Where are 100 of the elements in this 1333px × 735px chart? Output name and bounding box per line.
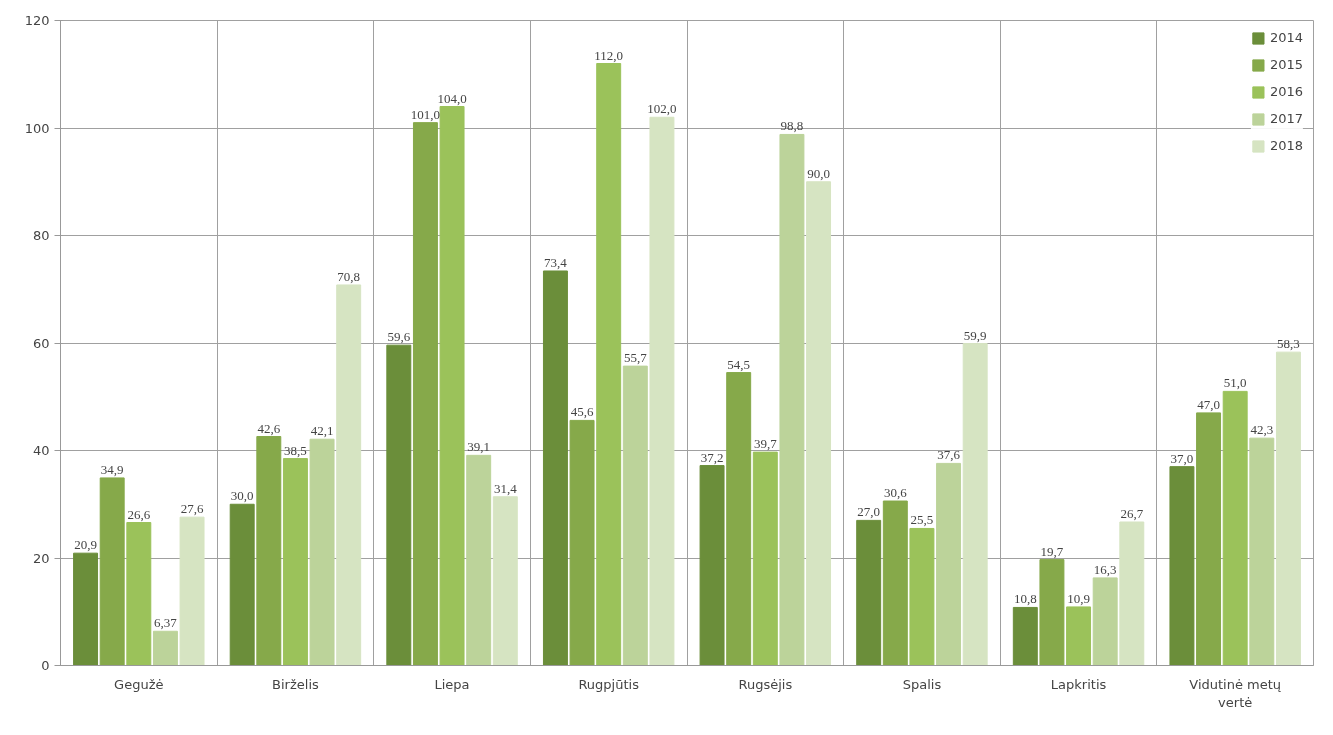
data-label: 16,3 (1093, 561, 1117, 577)
data-label: 42,3 (1250, 422, 1274, 438)
bar (1196, 412, 1222, 666)
data-label: 102,0 (647, 101, 677, 117)
data-label: 42,6 (257, 420, 281, 436)
data-label: 54,5 (727, 356, 751, 372)
y-tick-label: 100 (24, 120, 50, 136)
data-label: 10,9 (1067, 590, 1090, 606)
bar (962, 343, 988, 666)
bar (439, 106, 465, 666)
bar (1169, 466, 1195, 666)
data-label: 55,7 (623, 350, 648, 366)
bar (596, 63, 622, 666)
y-tick-label: 0 (41, 658, 50, 673)
x-tick-label: Liepa (434, 676, 470, 692)
bar (1249, 437, 1275, 666)
data-label: 98,8 (780, 118, 804, 134)
x-tick-label: Gegužė (114, 676, 164, 692)
data-label: 51,0 (1223, 375, 1247, 391)
y-tick-label: 40 (32, 443, 50, 458)
bar (126, 522, 152, 666)
bar (466, 454, 492, 666)
data-label: 73,4 (544, 254, 568, 270)
data-label: 37,2 (700, 449, 724, 465)
x-tick-label: Lapkritis (1050, 676, 1107, 692)
x-tick-label: Vidutinė metų vertė (1189, 676, 1282, 710)
data-label: 27,6 (180, 501, 204, 517)
bar (256, 436, 282, 666)
data-label: 10,8 (1013, 591, 1037, 607)
bar (909, 527, 935, 666)
data-label: 27,0 (857, 504, 881, 520)
data-label: 38,5 (284, 442, 307, 458)
x-tick-label: Rugpjūtis (578, 676, 640, 692)
bar (779, 133, 805, 666)
bar (412, 122, 438, 666)
data-label: 58,3 (1277, 336, 1300, 352)
data-label: 42,1 (310, 423, 334, 439)
bar (936, 462, 962, 666)
data-label: 59,9 (963, 327, 987, 343)
legend-label: 2017 (1269, 111, 1303, 126)
data-label: 31,4 (493, 480, 518, 496)
bar (152, 630, 178, 666)
data-label: 26,6 (127, 506, 151, 522)
y-tick-label: 80 (32, 228, 50, 243)
x-tick-label: Birželis (272, 676, 320, 692)
y-tick-label: 60 (32, 335, 50, 351)
bar (179, 516, 205, 666)
bar (1222, 390, 1248, 666)
data-label: 70,8 (337, 268, 361, 284)
bar (752, 451, 778, 666)
legend-label: 2018 (1269, 138, 1303, 153)
bar (726, 372, 752, 666)
bar (229, 503, 255, 666)
bar (1066, 606, 1092, 666)
data-label: 47,0 (1197, 396, 1220, 412)
bar (649, 116, 675, 666)
y-tick-label: 20 (32, 550, 50, 566)
bar (856, 519, 882, 666)
bar (386, 344, 412, 666)
data-label: 59,6 (387, 329, 411, 345)
legend-label: 2014 (1269, 30, 1303, 45)
data-label: 101,0 (410, 106, 441, 122)
data-label: 30,0 (230, 488, 254, 504)
bar (699, 465, 725, 666)
bar (336, 284, 362, 666)
bar (1275, 351, 1301, 666)
bar (1092, 577, 1118, 666)
bar (73, 552, 99, 666)
data-label: 25,5 (910, 512, 934, 528)
bar (492, 496, 518, 666)
bar (806, 181, 832, 666)
bar (309, 438, 335, 666)
x-tick-label: Spalis (902, 676, 942, 692)
legend-label: 2016 (1269, 84, 1303, 99)
bar (569, 419, 595, 666)
data-label: 6,37 (154, 615, 178, 631)
bar (882, 500, 908, 666)
x-tick-label: Rugsėjis (738, 676, 793, 692)
data-label: 112,0 (594, 47, 624, 63)
bar (1012, 606, 1038, 666)
data-label: 19,7 (1040, 543, 1064, 559)
y-tick-label: 120 (24, 13, 50, 28)
data-label: 30,6 (883, 485, 908, 501)
bar (1039, 559, 1065, 666)
data-label: 37,0 (1170, 450, 1194, 466)
data-label: 37,6 (937, 447, 961, 463)
data-label: 39,1 (467, 439, 491, 455)
bar (99, 477, 125, 666)
data-label: 34,9 (100, 461, 124, 477)
bar (542, 270, 568, 666)
bar (282, 458, 308, 666)
legend-label: 2015 (1269, 57, 1303, 72)
data-label: 104,0 (437, 90, 467, 106)
data-label: 26,7 (1120, 505, 1144, 521)
data-label: 20,9 (74, 537, 97, 553)
bar (622, 365, 648, 666)
bar (1119, 521, 1145, 666)
data-label: 39,7 (753, 436, 778, 452)
data-label: 90,0 (807, 165, 830, 181)
data-label: 45,6 (570, 404, 594, 420)
